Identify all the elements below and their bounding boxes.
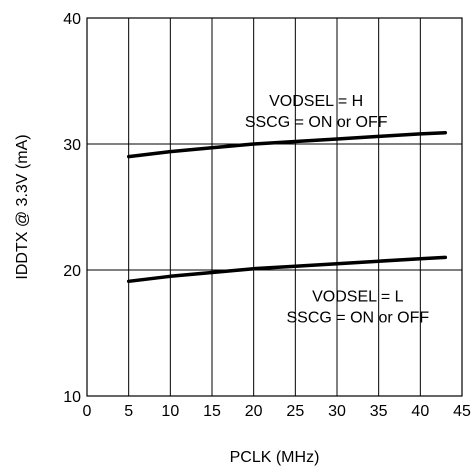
- x-tick-label: 45: [453, 403, 471, 420]
- annotation-text: SSCG = ON or OFF: [245, 114, 388, 131]
- plot-frame: [86, 17, 463, 397]
- annotation-text: VODSEL = L: [312, 289, 404, 306]
- x-tick-label: 0: [83, 403, 92, 420]
- y-tick-label: 10: [63, 389, 81, 406]
- x-tick-labels: 0 5 10 15 20 25 30 35 40 45: [83, 403, 471, 420]
- annotation-text: SSCG = ON or OFF: [286, 310, 429, 327]
- y-tick-label: 20: [63, 263, 81, 280]
- x-axis-label: PCLK (MHz): [230, 449, 320, 466]
- annotation-text: VODSEL = H: [269, 93, 363, 110]
- x-tick-label: 30: [328, 403, 346, 420]
- x-tick-label: 15: [203, 403, 221, 420]
- grid: [87, 18, 462, 396]
- x-tick-label: 40: [411, 403, 429, 420]
- x-tick-label: 35: [370, 403, 388, 420]
- x-tick-label: 5: [124, 403, 133, 420]
- x-tick-label: 10: [161, 403, 179, 420]
- annotations: VODSEL = H SSCG = ON or OFF VODSEL = L SSCG…: [245, 93, 430, 326]
- y-tick-label: 40: [63, 11, 81, 28]
- y-axis-label: IDDTX @ 3.3V (mA): [14, 134, 31, 279]
- y-tick-labels: 10 20 30 40: [63, 11, 81, 406]
- x-tick-label: 20: [245, 403, 263, 420]
- y-tick-label: 30: [63, 137, 81, 154]
- x-tick-label: 25: [286, 403, 304, 420]
- series-group: [126, 130, 448, 284]
- series-line-1: [126, 130, 448, 159]
- series-line-2: [126, 255, 448, 284]
